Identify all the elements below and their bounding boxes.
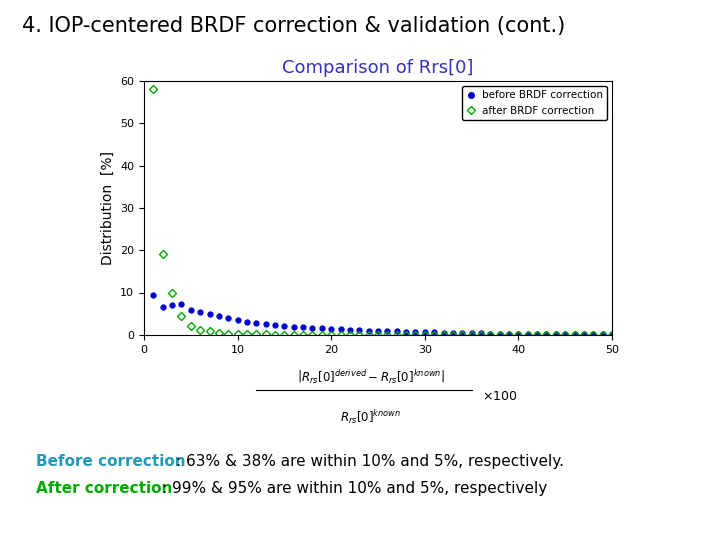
Text: : 99% & 95% are within 10% and 5%, respectively: : 99% & 95% are within 10% and 5%, respe… xyxy=(162,481,547,496)
Text: $\times 100$: $\times 100$ xyxy=(482,390,518,403)
Text: Before correction: Before correction xyxy=(36,454,186,469)
Text: 4. IOP-centered BRDF correction & validation (cont.): 4. IOP-centered BRDF correction & valida… xyxy=(22,16,565,36)
Title: Comparison of Rrs[0]: Comparison of Rrs[0] xyxy=(282,59,474,77)
Text: After correction: After correction xyxy=(36,481,172,496)
Text: $\left|R_{rs}[0]^{derived} - R_{rs}[0]^{known}\right|$: $\left|R_{rs}[0]^{derived} - R_{rs}[0]^{… xyxy=(297,368,445,386)
Y-axis label: Distribution  [%]: Distribution [%] xyxy=(101,151,114,265)
Text: : 63% & 38% are within 10% and 5%, respectively.: : 63% & 38% are within 10% and 5%, respe… xyxy=(176,454,564,469)
Legend: before BRDF correction, after BRDF correction: before BRDF correction, after BRDF corre… xyxy=(462,86,607,120)
Text: $R_{rs}[0]^{known}$: $R_{rs}[0]^{known}$ xyxy=(340,408,402,426)
